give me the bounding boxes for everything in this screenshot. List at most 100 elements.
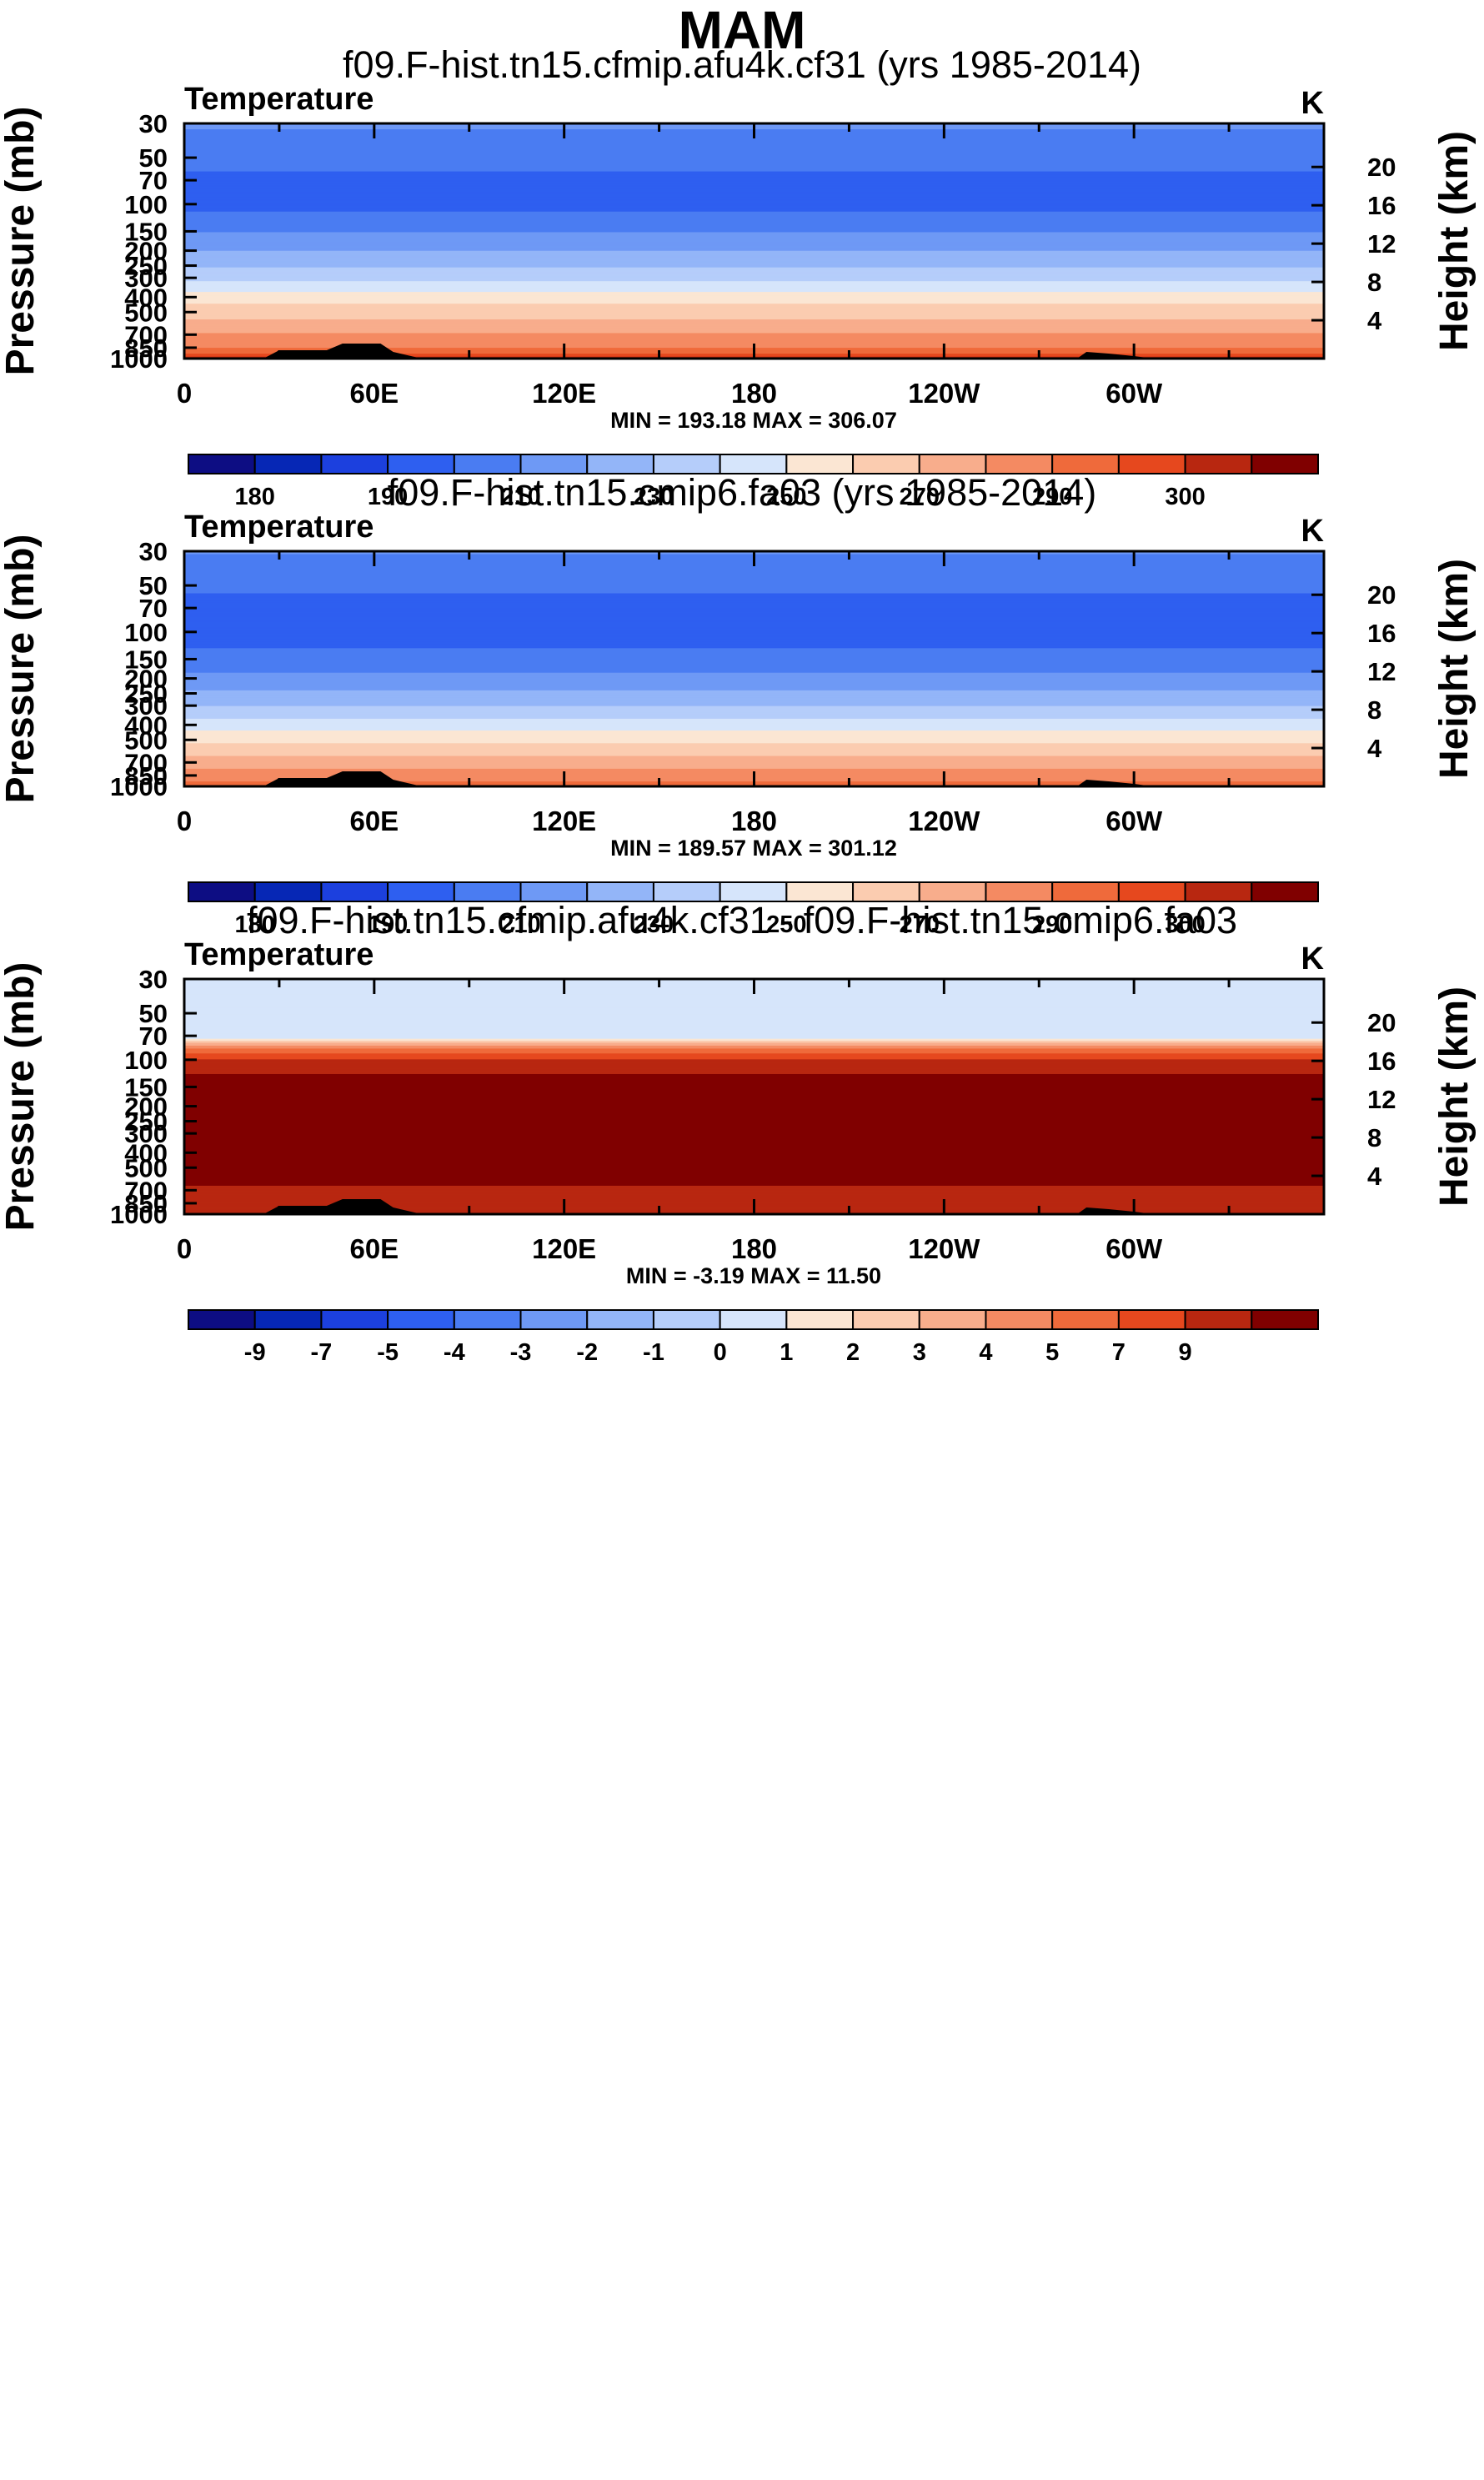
- contour-band: [184, 1142, 1324, 1143]
- height-tick-label: 12: [1367, 657, 1396, 686]
- contour-band: [184, 683, 1324, 685]
- contour-band: [184, 679, 1324, 681]
- colorbar-label: 230: [634, 911, 674, 938]
- colorbar-box: [1251, 454, 1319, 474]
- contour-band: [184, 746, 1324, 748]
- contour-band: [184, 655, 1324, 658]
- contour-band: [184, 675, 1324, 677]
- contour-band: [184, 1075, 1324, 1077]
- contour-band: [184, 641, 1324, 643]
- contour-band: [184, 656, 1324, 659]
- contour-band: [184, 689, 1324, 691]
- contour-band: [184, 575, 1324, 576]
- contour-band: [184, 331, 1324, 333]
- contour-band: [184, 206, 1324, 208]
- contour-band: [184, 230, 1324, 232]
- contour-band: [184, 1155, 1324, 1157]
- x-tick-label: 60W: [1105, 1233, 1163, 1264]
- contour-band: [184, 690, 1324, 692]
- contour-band: [184, 1039, 1324, 1042]
- contour-band: [184, 1022, 1324, 1025]
- contour-band: [184, 321, 1324, 324]
- contour-band: [184, 1076, 1324, 1078]
- y-tick-label: 50: [139, 143, 168, 173]
- y-tick-label: 100: [124, 1046, 168, 1075]
- contour-band: [184, 620, 1324, 623]
- colorbar-box: [453, 1309, 522, 1330]
- x-tick-label: 60E: [349, 1233, 399, 1264]
- contour-band: [184, 671, 1324, 674]
- contour-band: [184, 1182, 1324, 1183]
- contour-band: [184, 259, 1324, 260]
- y-tick-label: 30: [139, 965, 168, 994]
- contour-band: [184, 175, 1324, 178]
- y-tick-label: 30: [139, 537, 168, 566]
- contour-band: [184, 747, 1324, 749]
- contour-band: [184, 1022, 1324, 1024]
- contour-band: [184, 164, 1324, 167]
- contour-band: [184, 591, 1324, 593]
- x-axis: 0 60E 120E 180 120W 60W: [177, 551, 1326, 836]
- contour-band: [184, 314, 1324, 316]
- contour-band: [184, 609, 1324, 611]
- contour-band: [184, 1071, 1324, 1073]
- height-tick-label: 8: [1367, 1123, 1381, 1152]
- colorbar-box: [985, 1309, 1054, 1330]
- contour-band: [184, 1119, 1324, 1121]
- contour-band: [184, 1120, 1324, 1122]
- contour-band: [184, 615, 1324, 617]
- contour-band: [184, 676, 1324, 679]
- contour-band: [184, 1193, 1324, 1196]
- contour-band: [184, 326, 1324, 328]
- contour-band: [184, 277, 1324, 279]
- contour-band: [184, 1025, 1324, 1027]
- contour-band: [184, 339, 1324, 341]
- contour-band: [184, 571, 1324, 574]
- contour-band: [184, 318, 1324, 320]
- contour-band: [184, 1190, 1324, 1192]
- contour-band: [184, 152, 1324, 153]
- contour-band: [184, 590, 1324, 592]
- contour-band: [184, 217, 1324, 219]
- contour-band: [184, 1147, 1324, 1149]
- contour-band: [184, 566, 1324, 569]
- contour-band: [184, 301, 1324, 304]
- contour-band: [184, 1042, 1324, 1045]
- colorbar-box: [719, 1309, 788, 1330]
- y-tick-label: 400: [124, 710, 168, 740]
- contour-band: [184, 710, 1324, 713]
- contour-band: [184, 611, 1324, 614]
- contour-band: [184, 1143, 1324, 1146]
- contour-band: [184, 997, 1324, 998]
- colorbar-label: 270: [900, 911, 940, 938]
- contour-band: [184, 173, 1324, 175]
- topography-africa: [263, 1199, 422, 1214]
- contour-band: [184, 259, 1324, 262]
- contour-band: [184, 273, 1324, 275]
- contour-band: [184, 174, 1324, 176]
- contour-band: [184, 578, 1324, 580]
- contour-band: [184, 1060, 1324, 1062]
- contour-band: [184, 203, 1324, 204]
- contour-band: [184, 275, 1324, 277]
- contour-band: [184, 150, 1324, 153]
- contour-band: [184, 211, 1324, 213]
- contour-band: [184, 1031, 1324, 1033]
- y-tick-label: 50: [139, 571, 168, 600]
- contour-band: [184, 1047, 1324, 1048]
- contour-band: [184, 1101, 1324, 1103]
- contour-band: [184, 267, 1324, 269]
- contour-band: [184, 630, 1324, 632]
- contour-band: [184, 621, 1324, 624]
- contour-band: [184, 655, 1324, 657]
- contour-band: [184, 1013, 1324, 1015]
- height-tick-label: 12: [1367, 1085, 1396, 1114]
- contour-band: [184, 750, 1324, 752]
- contour-band: [184, 759, 1324, 761]
- y-tick-label: 70: [139, 166, 168, 195]
- contour-band: [184, 1188, 1324, 1191]
- height-tick-label: 20: [1367, 580, 1396, 610]
- y-tick-label: 850: [124, 761, 168, 791]
- contour-band: [184, 251, 1324, 254]
